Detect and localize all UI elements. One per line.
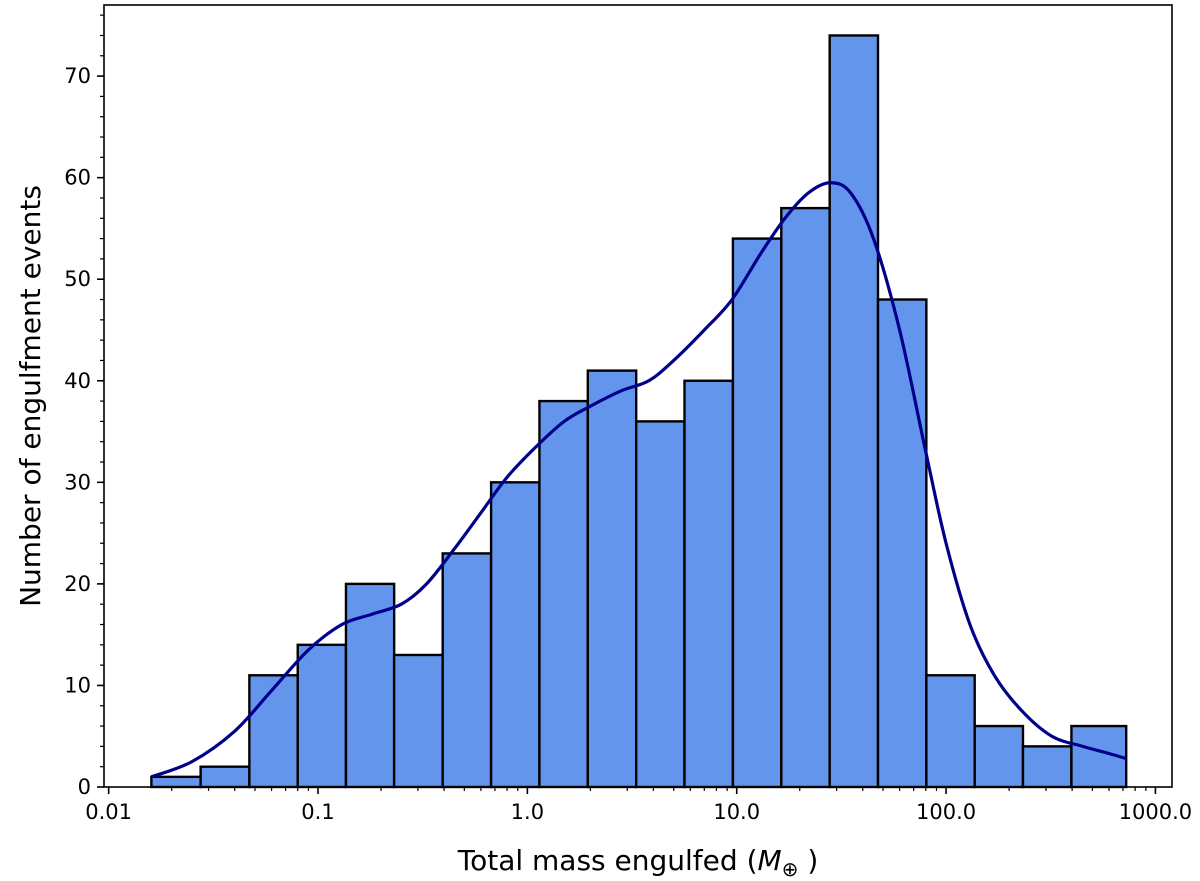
x-axis-unit-sub: ⊕ xyxy=(782,857,799,881)
x-axis-unit: M xyxy=(758,844,782,877)
y-tick-label: 40 xyxy=(64,369,91,393)
x-axis-label-text: Total mass engulfed xyxy=(457,844,738,877)
y-tick-label: 20 xyxy=(64,572,91,596)
histogram-bar xyxy=(925,674,976,789)
histogram-bar xyxy=(248,674,299,789)
histogram-bar xyxy=(1021,745,1073,789)
histogram-bar xyxy=(634,420,686,789)
histogram-bar xyxy=(150,775,202,789)
x-tick-label: 0.01 xyxy=(85,800,132,824)
x-tick-label: 100.0 xyxy=(916,800,976,824)
x-axis-ticks: 0.01 0.1 1.0 10.0 100.0 1000.0 xyxy=(85,787,1192,824)
y-tick-label: 10 xyxy=(64,673,91,697)
histogram-bar xyxy=(538,399,590,789)
histogram-bar xyxy=(780,206,831,789)
y-tick-label: 0 xyxy=(78,775,91,799)
y-axis-label: Number of engulfment events xyxy=(14,185,47,607)
plot-frame xyxy=(103,4,1173,788)
x-axis-label: Total mass engulfed (M⊕ ) xyxy=(457,844,819,881)
histogram-bar xyxy=(973,724,1025,789)
x-tick-label: 1000.0 xyxy=(1119,800,1192,824)
histogram-bar xyxy=(683,379,735,789)
y-tick-label: 30 xyxy=(64,470,91,494)
histogram-bars xyxy=(150,34,1128,789)
histogram-bar xyxy=(828,34,880,789)
histogram-bar xyxy=(199,765,251,789)
y-tick-label: 60 xyxy=(64,166,91,190)
kde-curve xyxy=(150,181,1127,779)
histogram-bar xyxy=(876,298,928,789)
histogram-bar xyxy=(441,552,493,789)
y-axis-ticks: 0 10 20 30 40 50 60 70 xyxy=(64,14,104,799)
histogram-bar xyxy=(731,237,783,789)
y-tick-label: 50 xyxy=(64,267,91,291)
histogram-bar xyxy=(296,643,348,789)
x-tick-label: 10.0 xyxy=(713,800,760,824)
x-tick-label: 1.0 xyxy=(511,800,544,824)
histogram-bar xyxy=(489,481,541,789)
histogram-bar xyxy=(586,369,638,789)
histogram-bar xyxy=(392,653,444,789)
histogram-bar xyxy=(344,582,396,789)
y-tick-label: 70 xyxy=(64,64,91,88)
x-tick-label: 0.1 xyxy=(301,800,334,824)
